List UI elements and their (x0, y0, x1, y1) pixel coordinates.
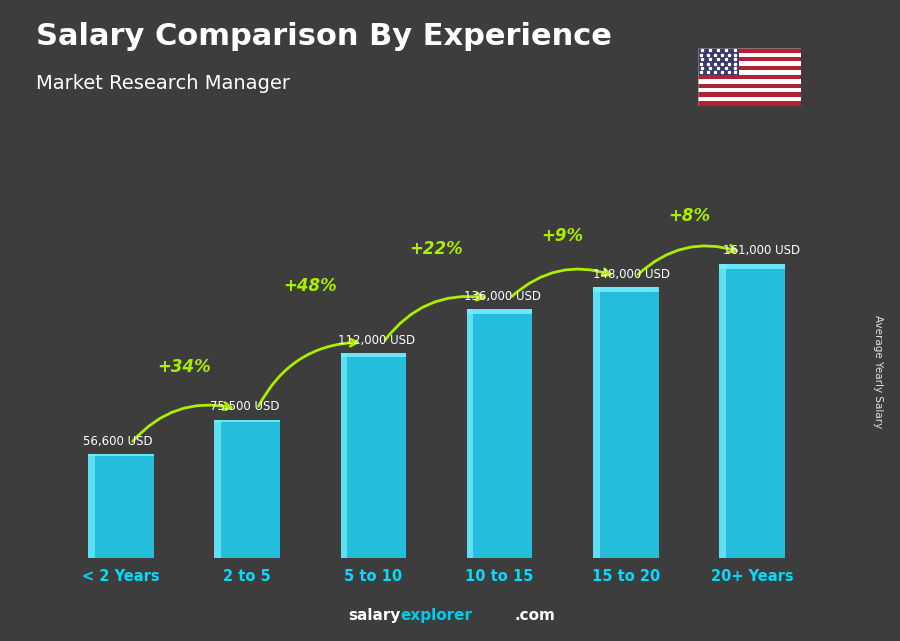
Bar (698, 83, 801, 88)
Text: 75,500 USD: 75,500 USD (211, 401, 280, 413)
FancyBboxPatch shape (593, 287, 599, 558)
Text: 161,000 USD: 161,000 USD (724, 244, 800, 257)
Bar (698, 92, 801, 97)
Bar (698, 53, 801, 57)
Text: 56,600 USD: 56,600 USD (83, 435, 152, 448)
Bar (698, 101, 801, 106)
Text: +34%: +34% (157, 358, 211, 376)
FancyBboxPatch shape (467, 309, 533, 558)
FancyBboxPatch shape (214, 420, 280, 422)
Text: 112,000 USD: 112,000 USD (338, 334, 415, 347)
Text: +48%: +48% (284, 277, 338, 295)
Text: +8%: +8% (668, 207, 710, 225)
Bar (698, 75, 801, 79)
FancyBboxPatch shape (719, 263, 785, 558)
Text: 136,000 USD: 136,000 USD (464, 290, 541, 303)
Bar (698, 71, 801, 75)
FancyBboxPatch shape (340, 353, 406, 558)
FancyBboxPatch shape (593, 287, 659, 558)
FancyBboxPatch shape (88, 454, 154, 558)
Text: 148,000 USD: 148,000 USD (593, 268, 670, 281)
Text: Market Research Manager: Market Research Manager (36, 74, 290, 93)
Bar (698, 97, 801, 101)
FancyBboxPatch shape (467, 309, 473, 558)
Bar (698, 66, 801, 71)
FancyBboxPatch shape (88, 454, 94, 558)
FancyBboxPatch shape (719, 263, 785, 269)
Bar (698, 48, 801, 53)
Bar (698, 57, 801, 62)
FancyBboxPatch shape (214, 420, 280, 558)
Text: +9%: +9% (542, 228, 584, 246)
Text: Salary Comparison By Experience: Salary Comparison By Experience (36, 22, 612, 51)
FancyBboxPatch shape (719, 263, 726, 558)
Bar (698, 88, 801, 92)
Text: +22%: +22% (410, 240, 464, 258)
FancyBboxPatch shape (340, 353, 406, 357)
Text: Average Yearly Salary: Average Yearly Salary (873, 315, 884, 428)
Text: explorer: explorer (400, 608, 472, 623)
Text: .com: .com (515, 608, 555, 623)
FancyBboxPatch shape (593, 287, 659, 292)
Bar (698, 62, 801, 66)
FancyBboxPatch shape (340, 353, 347, 558)
FancyBboxPatch shape (467, 309, 533, 313)
FancyBboxPatch shape (214, 420, 220, 558)
FancyBboxPatch shape (88, 454, 154, 456)
Text: salary: salary (348, 608, 400, 623)
Bar (698, 79, 801, 83)
Bar (698, 48, 739, 75)
